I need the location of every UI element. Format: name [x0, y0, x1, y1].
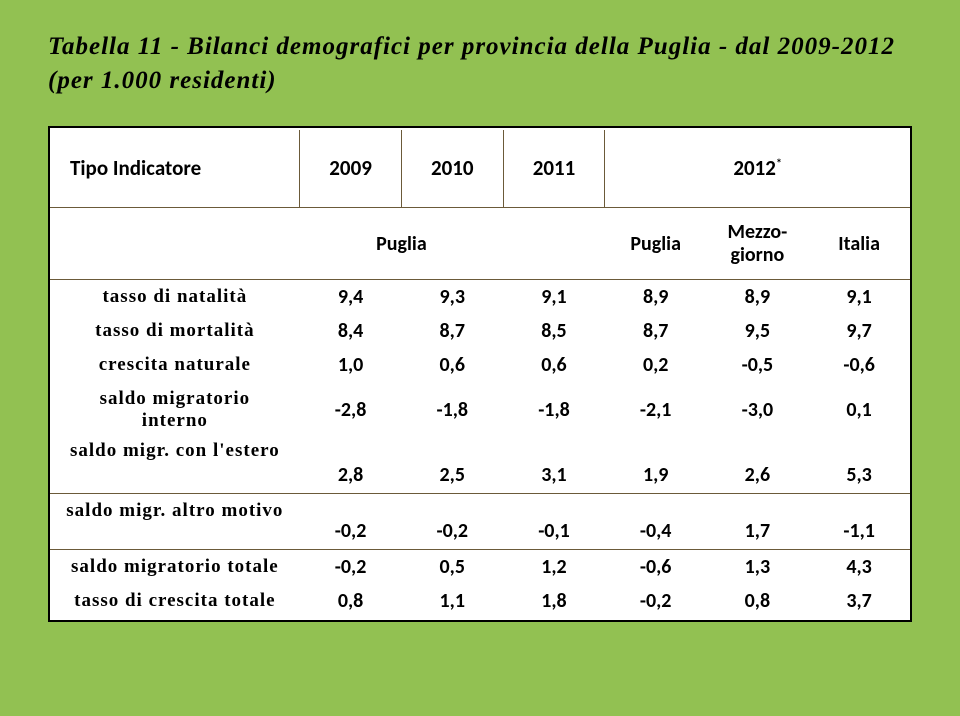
- cell: 2,8: [300, 438, 402, 494]
- cell: 8,5: [503, 314, 605, 348]
- cell: -0,5: [707, 348, 809, 382]
- data-table: Tipo Indicatore 2009 2010 2011 2012* Pug…: [50, 130, 910, 618]
- cell: 1,8: [503, 584, 605, 618]
- cell: 0,1: [808, 382, 910, 438]
- cell: 0,2: [605, 348, 707, 382]
- cell: 4,3: [808, 550, 910, 584]
- table-row: saldo migr. con l'estero 2,8 2,5 3,1 1,9…: [50, 438, 910, 494]
- cell: 8,4: [300, 314, 402, 348]
- header-empty: [50, 208, 300, 280]
- col-header-puglia-b: Puglia: [605, 208, 707, 280]
- asterisk-icon: *: [776, 157, 782, 171]
- cell: 1,7: [707, 494, 809, 550]
- cell: -0,2: [300, 550, 402, 584]
- cell: 3,7: [808, 584, 910, 618]
- cell: 0,8: [300, 584, 402, 618]
- header-empty-2: [503, 208, 605, 280]
- col-header-puglia-a: Puglia: [300, 208, 503, 280]
- row-label: saldo migr. con l'estero: [50, 438, 300, 494]
- cell: 1,2: [503, 550, 605, 584]
- cell: -0,6: [605, 550, 707, 584]
- col-header-2009: 2009: [300, 130, 402, 208]
- col-header-indicator: Tipo Indicatore: [50, 130, 300, 208]
- table-row: tasso di crescita totale 0,8 1,1 1,8 -0,…: [50, 584, 910, 618]
- cell: 2,5: [401, 438, 503, 494]
- year-2012-label: 2012: [733, 155, 776, 181]
- cell: -3,0: [707, 382, 809, 438]
- table-row: crescita naturale 1,0 0,6 0,6 0,2 -0,5 -…: [50, 348, 910, 382]
- cell: -0,1: [503, 494, 605, 550]
- cell: -0,2: [605, 584, 707, 618]
- cell: -0,2: [300, 494, 402, 550]
- cell: -0,2: [401, 494, 503, 550]
- cell: 9,5: [707, 314, 809, 348]
- cell: 8,7: [605, 314, 707, 348]
- row-label: crescita naturale: [50, 348, 300, 382]
- table-row: tasso di natalità 9,4 9,3 9,1 8,9 8,9 9,…: [50, 280, 910, 314]
- cell: 8,7: [401, 314, 503, 348]
- cell: 9,1: [808, 280, 910, 314]
- cell: 0,6: [503, 348, 605, 382]
- cell: -1,8: [401, 382, 503, 438]
- cell: 1,9: [605, 438, 707, 494]
- cell: 9,3: [401, 280, 503, 314]
- cell: 5,3: [808, 438, 910, 494]
- col-header-2010: 2010: [401, 130, 503, 208]
- cell: -1,8: [503, 382, 605, 438]
- col-header-2012: 2012*: [605, 130, 910, 208]
- cell: 9,1: [503, 280, 605, 314]
- cell: -0,6: [808, 348, 910, 382]
- row-label: saldo migr. altro motivo: [50, 494, 300, 550]
- cell: 9,4: [300, 280, 402, 314]
- row-label: tasso di natalità: [50, 280, 300, 314]
- table-row: saldo migr. altro motivo -0,2 -0,2 -0,1 …: [50, 494, 910, 550]
- row-label: tasso di mortalità: [50, 314, 300, 348]
- cell: -2,1: [605, 382, 707, 438]
- table-title: Tabella 11 - Bilanci demografici per pro…: [48, 30, 912, 98]
- cell: 3,1: [503, 438, 605, 494]
- cell: 8,9: [707, 280, 809, 314]
- row-label: saldo migratorio interno: [50, 382, 300, 438]
- table-row: tasso di mortalità 8,4 8,7 8,5 8,7 9,5 9…: [50, 314, 910, 348]
- cell: 1,1: [401, 584, 503, 618]
- row-label-line2: interno: [142, 410, 208, 431]
- header-row-years: Tipo Indicatore 2009 2010 2011 2012*: [50, 130, 910, 208]
- table-row: saldo migratorio interno -2,8 -1,8 -1,8 …: [50, 382, 910, 438]
- cell: -2,8: [300, 382, 402, 438]
- row-label: saldo migratorio totale: [50, 550, 300, 584]
- cell: 0,6: [401, 348, 503, 382]
- cell: 2,6: [707, 438, 809, 494]
- cell: 1,3: [707, 550, 809, 584]
- col-header-italia: Italia: [808, 208, 910, 280]
- cell: 9,7: [808, 314, 910, 348]
- cell: 1,0: [300, 348, 402, 382]
- col-header-mezzogiorno: Mezzo- giorno: [707, 208, 809, 280]
- cell: 8,9: [605, 280, 707, 314]
- mezzo-line2: giorno: [731, 243, 785, 267]
- row-label-line1: saldo migratorio: [100, 388, 251, 409]
- cell: 0,5: [401, 550, 503, 584]
- header-row-regions: Puglia Puglia Mezzo- giorno Italia: [50, 208, 910, 280]
- cell: -1,1: [808, 494, 910, 550]
- table-container: Tipo Indicatore 2009 2010 2011 2012* Pug…: [48, 126, 912, 622]
- cell: 0,8: [707, 584, 809, 618]
- mezzo-line1: Mezzo-: [727, 220, 787, 244]
- col-header-2011: 2011: [503, 130, 605, 208]
- cell: -0,4: [605, 494, 707, 550]
- row-label: tasso di crescita totale: [50, 584, 300, 618]
- table-row: saldo migratorio totale -0,2 0,5 1,2 -0,…: [50, 550, 910, 584]
